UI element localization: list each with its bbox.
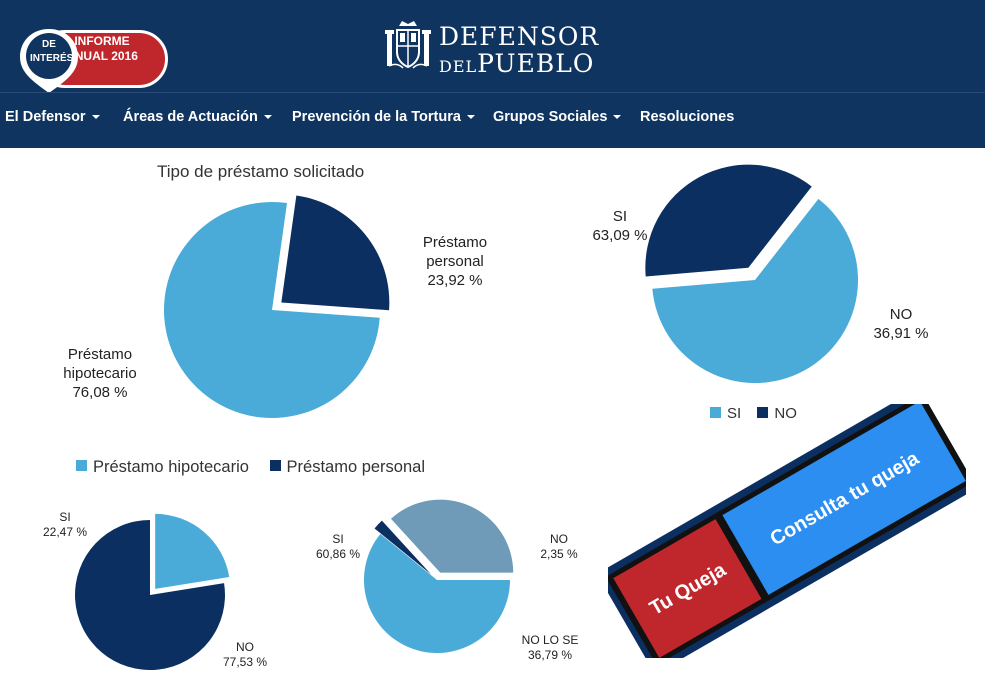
nav-prevencion-de-la-tortura[interactable]: Prevención de la Tortura [292,109,475,125]
legend-hipotecario: Préstamo hipotecario [93,458,249,476]
chart3-si-name: SI [59,510,71,524]
map-pin-icon[interactable] [16,26,82,96]
chart4-si-name: SI [332,532,344,546]
legend-swatch-personal [269,460,281,472]
main-nav: El Defensor Áreas de Actuación Prevenció… [0,92,985,145]
caret-down-icon [263,115,272,120]
chart4-label-si: SI 60,86 % [313,532,363,562]
chart1-slice-pr-stamo-personal [281,195,390,311]
chart4-nolose-value: 36,79 % [527,648,573,662]
legend-swatch-no [757,406,769,418]
chart4-slice-no-lo-se [390,499,514,573]
chart4-label-no: NO 2,35 % [534,532,584,562]
defensor-del-pueblo-logo[interactable]: DEFENSOR DELPUEBLO [383,18,598,78]
chart2-si-value: 63,09 % [592,227,648,244]
chart4-no-value: 2,35 % [540,547,578,561]
legend-personal: Préstamo personal [286,458,426,476]
de-interes-text[interactable]: DE INTERÉS [30,39,74,64]
chart2-legend: SI NO [710,405,797,422]
site-header: INFORME ANUAL 2016 DE INTERÉS DEFENSOR D… [0,0,985,148]
chart3-si-value: 22,47 % [42,525,88,539]
chart1-slice-pr-stamo-hipotecario [164,202,380,418]
chart1-label-personal-l2: personal [426,253,484,270]
caret-down-icon [613,115,622,120]
chart1-title: Tipo de préstamo solicitado [157,162,365,181]
chart1-legend: Préstamo hipotecario Préstamo personal [76,458,425,477]
chart2-no-name: NO [889,306,913,323]
coat-of-arms-icon [385,21,431,69]
informe-anual-text[interactable]: INFORME ANUAL 2016 [66,34,138,63]
nav-item-label: Áreas de Actuación [123,109,258,125]
chart2-no-value: 36,91 % [873,325,929,342]
chart2-slice-no [645,164,812,277]
nav-item-label: El Defensor [5,109,86,125]
chart4-si-value: 60,86 % [315,547,361,561]
nav-areas-de-actuacion[interactable]: Áreas de Actuación [123,109,272,125]
caret-down-icon [91,115,100,120]
chart2-si-name: SI [612,208,628,225]
logo-line1: DEFENSOR [439,22,600,51]
chart3-label-si: SI 22,47 % [40,510,90,540]
nav-item-label: Grupos Sociales [493,109,608,125]
chart3-slice-si [155,513,230,589]
legend-no: NO [774,405,797,422]
informe-anual-badge[interactable]: INFORME ANUAL 2016 DE INTERÉS [16,28,172,93]
legend-si: SI [727,405,742,422]
legend-swatch-hipotecario [76,460,87,472]
chart2-label-si: SI 63,09 % [590,207,650,245]
nav-item-label: Resoluciones [640,109,735,125]
logo-line2-prefix: DEL [439,57,478,76]
legend-swatch-si [710,406,721,418]
nav-resoluciones[interactable]: Resoluciones [640,109,734,125]
chart3-label-no: NO 77,53 % [220,640,270,670]
chart1-value-personal: 23,92 % [427,272,483,289]
nav-item-label: Prevención de la Tortura [292,109,461,125]
chart4-nolose-name: NO LO SE [521,633,579,647]
chart1-value-hipotecario: 76,08 % [72,384,128,401]
chart3-no-value: 77,53 % [222,655,268,669]
queja-banner: Tu Queja Consulta tu queja [608,404,966,658]
logo-line2-main: PUEBLO [477,49,595,78]
chart1-label-hipotecario-l1: Préstamo [67,346,133,363]
chart3-slice-no [75,520,225,670]
chart4-slice-si [364,533,510,654]
caret-down-icon [466,115,475,120]
chart4-label-nolose: NO LO SE 36,79 % [515,633,585,663]
chart4-no-name: NO [550,532,568,546]
chart3-no-name: NO [236,640,254,654]
chart4-slice-no [374,520,432,575]
chart1-label-personal-l1: Préstamo [422,234,488,251]
queja-banner-graphic: Tu Queja Consulta tu queja [608,404,966,658]
chart1-label-hipotecario: Préstamo hipotecario 76,08 % [50,345,150,402]
chart2-label-no: NO 36,91 % [871,305,931,343]
tu-queja-button[interactable]: Tu Queja [613,519,762,658]
chart2-slice-si [652,198,858,383]
nav-grupos-sociales[interactable]: Grupos Sociales [493,109,622,125]
chart1-label-personal: Préstamo personal 23,92 % [405,233,505,290]
nav-el-defensor[interactable]: El Defensor [5,109,100,125]
chart1-label-hipotecario-l2: hipotecario [63,365,137,382]
